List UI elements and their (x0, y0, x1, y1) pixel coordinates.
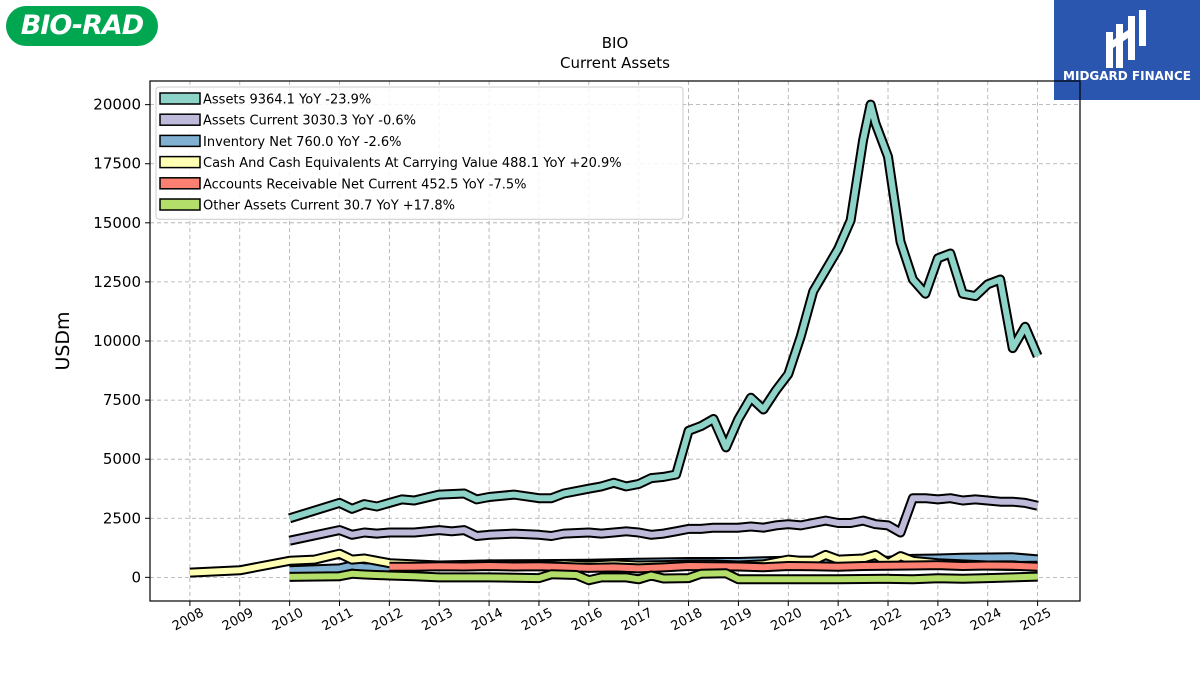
x-tick-label: 2012 (370, 606, 406, 635)
legend-box (155, 86, 684, 220)
x-tick-label: 2017 (619, 606, 655, 635)
y-tick-label: 15000 (93, 214, 141, 232)
legend-swatch (159, 134, 201, 148)
legend-swatch (159, 198, 201, 211)
y-axis: 0 2500 5000 7500 10000 12500 15000 17500 20000 (93, 96, 150, 586)
series-4 (389, 560, 1038, 574)
x-tick-label: 2011 (320, 606, 356, 635)
y-tick-label: 2500 (103, 509, 141, 527)
chart-subtitle: Current Assets (560, 54, 670, 72)
x-tick-label: 2021 (818, 606, 854, 635)
y-tick-label: 12500 (93, 273, 141, 291)
y-tick-label: 0 (131, 568, 141, 586)
series-1 (288, 493, 1039, 546)
x-tick-label: 2019 (719, 606, 755, 635)
y-tick-label: 7500 (103, 391, 141, 409)
x-tick-label: 2008 (170, 606, 206, 635)
y-tick-label: 10000 (93, 332, 141, 350)
legend-swatch (159, 177, 201, 190)
midgard-logo-text: MIDGARD FINANCE (1063, 69, 1191, 83)
legend-swatch (159, 92, 201, 105)
legend-swatch (159, 155, 201, 169)
x-tick-label: 2020 (769, 606, 805, 635)
series-0 (288, 99, 1043, 524)
plot-frame (149, 80, 1081, 602)
legend-entry: Assets 9364.1 YoY -23.9% (203, 93, 371, 108)
midgard-finance-logo: MIDGARD FINANCE (1054, 0, 1200, 100)
x-tick-label: 2025 (1018, 606, 1054, 635)
x-tick-label: 2022 (868, 606, 904, 635)
x-axis: 2008 2009 2010 2011 2012 2013 2014 2015 2016 2017… (170, 601, 1054, 634)
chart-title: BIO (602, 34, 629, 52)
legend: Assets 9364.1 YoY -23.9% Assets Current 3… (155, 86, 684, 220)
x-tick-label: 2018 (669, 606, 705, 635)
y-axis-label: USDm (52, 311, 74, 370)
legend-entry: Cash And Cash Equivalents At Carrying Va… (203, 156, 622, 171)
x-tick-label: 2010 (270, 606, 306, 635)
y-tick-label: 17500 (93, 155, 141, 173)
x-tick-label: 2023 (918, 606, 954, 635)
midgard-logo-mark-icon (1106, 10, 1146, 68)
x-tick-label: 2024 (968, 606, 1004, 635)
x-tick-label: 2013 (419, 606, 455, 635)
x-tick-label: 2009 (220, 606, 256, 635)
y-tick-label: 20000 (93, 96, 141, 114)
series-line (288, 101, 1041, 522)
series-5 (289, 568, 1038, 586)
legend-entry: Inventory Net 760.0 YoY -2.6% (203, 135, 402, 150)
series-line (389, 562, 1038, 572)
x-tick-label: 2016 (569, 606, 605, 635)
legend-entry: Other Assets Current 30.7 YoY +17.8% (203, 199, 455, 214)
legend-entry: Assets Current 3030.3 YoY -0.6% (203, 114, 416, 129)
legend-swatch (159, 113, 201, 126)
x-tick-label: 2014 (469, 606, 505, 635)
legend-entry: Accounts Receivable Net Current 452.5 Yo… (203, 177, 526, 192)
series-lines (189, 99, 1043, 586)
bio-rad-logo: BIO-RAD (6, 6, 158, 46)
series-line (289, 570, 1038, 584)
y-tick-label: 5000 (103, 450, 141, 468)
x-tick-label: 2015 (519, 606, 555, 635)
series-line (288, 495, 1039, 544)
